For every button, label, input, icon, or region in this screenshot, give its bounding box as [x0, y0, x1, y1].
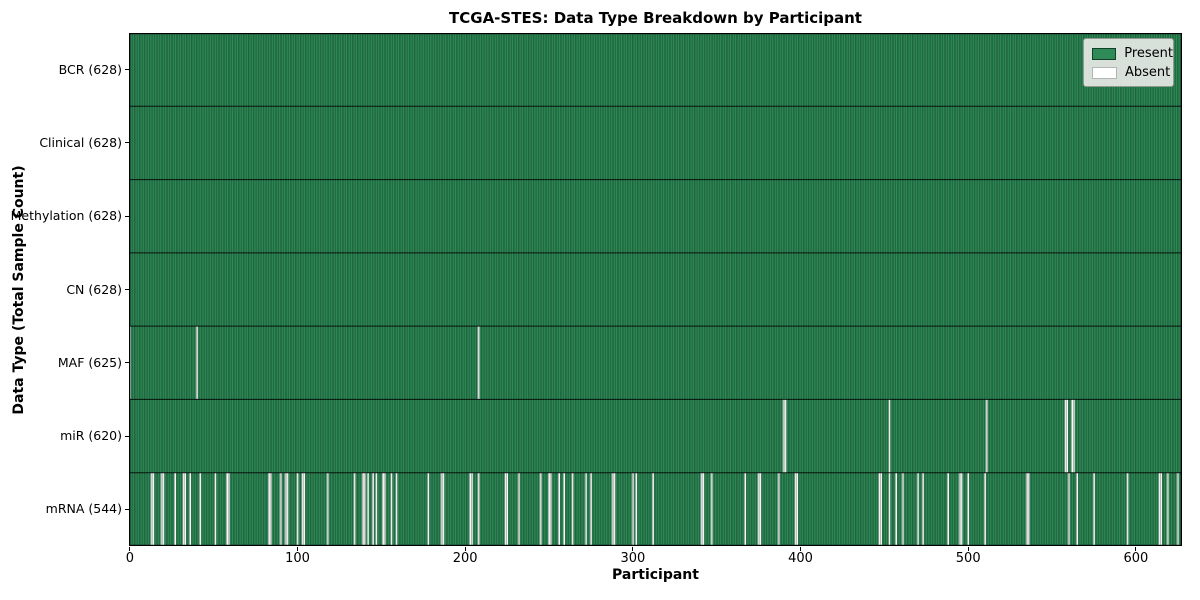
x-tick-mark: [297, 547, 298, 551]
heatmap-plot-area: [129, 33, 1182, 546]
legend-item-present: Present: [1092, 44, 1173, 63]
x-tick-label-500: 500: [955, 551, 981, 566]
y-tick-mark: [125, 142, 129, 144]
absent-swatch-icon: [1092, 66, 1117, 79]
y-tick-mark: [125, 362, 129, 364]
x-tick-label-0: 0: [125, 551, 134, 566]
y-axis-label: Data Type (Total Sample Count): [11, 165, 27, 415]
legend-item-absent: Absent: [1092, 63, 1173, 82]
x-tick-mark: [129, 547, 131, 551]
y-tick-mark: [125, 435, 129, 437]
plot-border: [129, 33, 1182, 546]
legend-label-present: Present: [1124, 46, 1173, 61]
x-tick-label-100: 100: [285, 551, 310, 566]
y-tick-label-clinical: Clinical (628): [39, 134, 122, 150]
x-axis-label: Participant: [612, 567, 699, 583]
y-tick-mark: [125, 289, 129, 290]
present-swatch-icon: [1092, 47, 1117, 60]
x-tick-mark: [967, 547, 969, 551]
y-tick-label-bcr: BCR (628): [58, 61, 122, 77]
y-tick-label-cn: CN (628): [66, 281, 122, 297]
chart-title: TCGA-STES: Data Type Breakdown by Partic…: [449, 9, 862, 27]
y-tick-label-mir: miR (620): [60, 428, 122, 444]
x-tick-mark: [1135, 547, 1137, 551]
x-tick-label-600: 600: [1123, 551, 1149, 566]
y-tick-label-mrna: mRNA (544): [45, 501, 122, 517]
x-tick-label-200: 200: [452, 551, 478, 566]
bar-edge-texture: [129, 33, 1182, 546]
legend-label-absent: Absent: [1125, 65, 1171, 80]
x-tick-label-300: 300: [620, 551, 646, 566]
legend: Present Absent: [1083, 38, 1174, 87]
y-tick-mark: [125, 508, 129, 510]
y-tick-mark: [125, 215, 129, 217]
y-tick-mark: [125, 69, 129, 71]
x-tick-mark: [464, 547, 466, 551]
x-tick-mark: [632, 547, 634, 551]
y-tick-label-methylation: Methylation (628): [10, 208, 122, 224]
x-tick-mark: [800, 547, 802, 551]
x-tick-label-400: 400: [788, 551, 813, 566]
y-tick-label-maf: MAF (625): [57, 354, 122, 370]
